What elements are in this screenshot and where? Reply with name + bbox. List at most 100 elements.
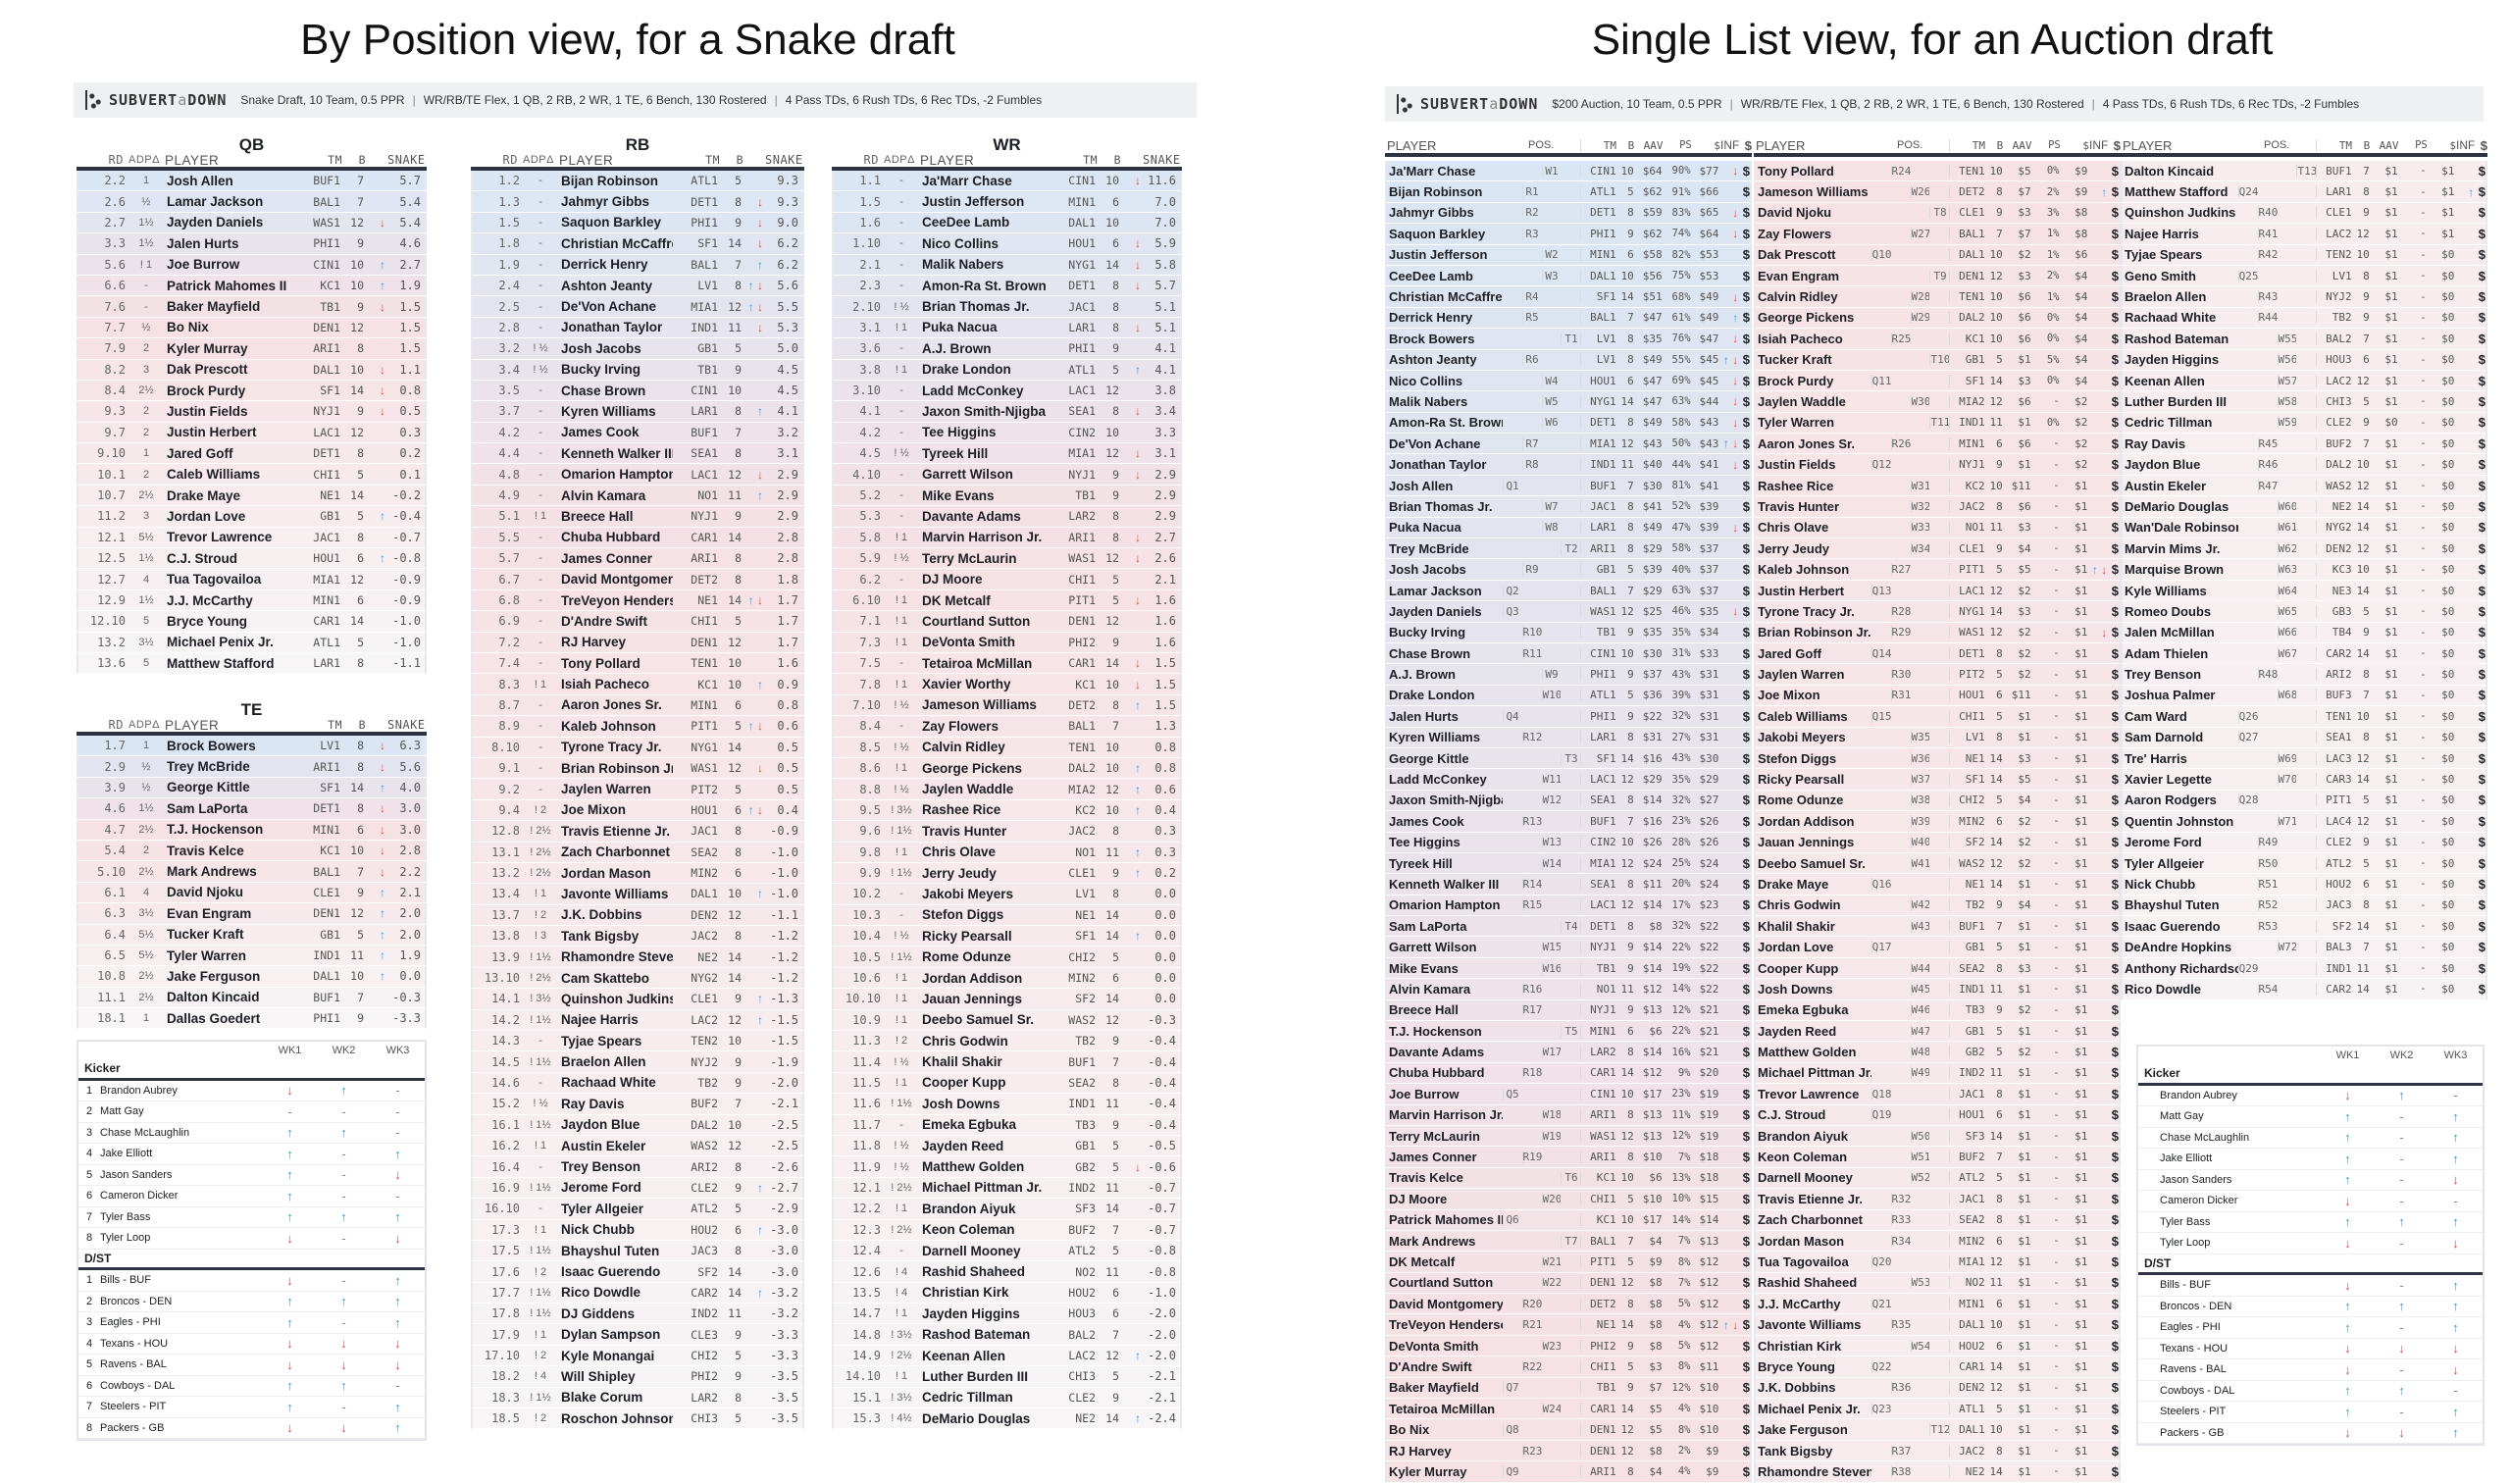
dollar-icon[interactable]: $ bbox=[1742, 897, 1750, 913]
team-or-kicker-name[interactable]: Cameron Dicker bbox=[100, 1190, 179, 1203]
weekly-row[interactable]: Chase McLaughlin ↑ - ↑ bbox=[2138, 1128, 2483, 1149]
player-row[interactable]: 8.7- Aaron Jones Sr. MIN1 6 0.8 bbox=[471, 694, 804, 717]
auction-player-row[interactable]: Jauan Jennings W40 SF2 14 $2- $1 $ bbox=[1754, 832, 2121, 853]
header-snake[interactable]: SNAKE bbox=[387, 153, 426, 167]
player-name[interactable]: Tee Higgins bbox=[922, 425, 997, 440]
player-row[interactable]: 11.6! 1½ Josh Downs IND1 11 -0.4 bbox=[832, 1094, 1182, 1115]
player-name[interactable]: James Cook bbox=[1389, 813, 1464, 829]
header-infl[interactable]: INFL bbox=[2456, 138, 2476, 152]
player-row[interactable]: 13.6 5 Matthew Stafford LAR1 8 -1.1 bbox=[77, 652, 427, 675]
team-or-kicker-name[interactable]: Chase McLaughlin bbox=[100, 1126, 190, 1139]
dollar-icon[interactable]: $ bbox=[1742, 688, 1750, 703]
auction-player-row[interactable]: J.J. McCarthy Q21 MIN1 6 $1- $1 $ bbox=[1754, 1294, 2121, 1315]
player-name[interactable]: Ricky Pearsall bbox=[922, 928, 1012, 944]
header-player[interactable]: PLAYER bbox=[920, 152, 975, 168]
player-name[interactable]: Bijan Robinson bbox=[1389, 184, 1483, 200]
dollar-icon[interactable]: $ bbox=[2478, 688, 2485, 703]
player-name[interactable]: Bucky Irving bbox=[1389, 625, 1466, 640]
auction-player-row[interactable]: Kyler Murray Q9 ARI1 8 $4 4% $9 $ bbox=[1385, 1461, 1752, 1483]
dollar-icon[interactable]: $ bbox=[2478, 520, 2485, 536]
player-row[interactable]: 13.2 3½ Michael Penix Jr. ATL1 5 -1.0 bbox=[77, 632, 427, 653]
player-name[interactable]: De'Von Achane bbox=[1389, 435, 1481, 451]
dollar-icon[interactable]: $ bbox=[2478, 708, 2485, 724]
header-dollar[interactable]: $ bbox=[2113, 137, 2121, 153]
weekly-row[interactable]: Texans - HOU ↓ ↓ ↓ bbox=[2138, 1339, 2483, 1359]
auction-player-row[interactable]: Justin Fields Q12 NYJ1 9 $1- $2 $ bbox=[1754, 454, 2121, 476]
player-row[interactable]: 6.1 4 David Njoku CLE1 9 ↑ 2.1 bbox=[77, 882, 427, 904]
dollar-icon[interactable]: $ bbox=[1742, 645, 1750, 661]
player-name[interactable]: Jordan Addison bbox=[922, 970, 1023, 986]
auction-player-row[interactable]: Cedric Tillman W59 CLE2 9 $0- $0 $ bbox=[2121, 412, 2487, 435]
dollar-icon[interactable]: $ bbox=[2111, 1338, 2119, 1354]
weekly-row[interactable]: Steelers - PIT ↑ - ↑ bbox=[2138, 1402, 2483, 1423]
dollar-icon[interactable]: $ bbox=[2478, 415, 2485, 431]
dollar-icon[interactable]: $ bbox=[2478, 960, 2485, 976]
dollar-icon[interactable]: $ bbox=[2478, 562, 2485, 578]
player-name[interactable]: Rashod Bateman bbox=[922, 1327, 1031, 1343]
team-or-kicker-name[interactable]: Tyler Bass bbox=[100, 1210, 151, 1223]
player-row[interactable]: 16.9! 1½ Jerome Ford CLE2 9 ↑ -2.7 bbox=[471, 1177, 804, 1200]
player-name[interactable]: Christian Kirk bbox=[922, 1285, 1009, 1301]
player-name[interactable]: James Conner bbox=[1389, 1150, 1477, 1165]
player-name[interactable]: Calvin Ridley bbox=[922, 740, 1005, 755]
player-name[interactable]: Luther Burden III bbox=[2125, 393, 2227, 409]
dollar-icon[interactable]: $ bbox=[1742, 1170, 1750, 1186]
player-name[interactable]: Bucky Irving bbox=[561, 362, 641, 378]
player-row[interactable]: 11.1 2½ Dalton Kincaid BUF1 7 -0.3 bbox=[77, 987, 427, 1009]
dollar-icon[interactable]: $ bbox=[2111, 1358, 2119, 1374]
player-name[interactable]: Dalton Kincaid bbox=[167, 990, 260, 1005]
player-name[interactable]: Tua Tagovailoa bbox=[167, 572, 262, 588]
player-row[interactable]: 6.5 5½ Tyler Warren IND1 11 ↑ 1.9 bbox=[77, 945, 427, 967]
auction-player-row[interactable]: Travis Etienne Jr. R32 JAC1 8 $1- $1 $ bbox=[1754, 1189, 2121, 1210]
player-name[interactable]: Terry McLaurin bbox=[1389, 1128, 1480, 1144]
auction-player-row[interactable]: Tetairoa McMillan W24 CAR1 14 $5 4% $10 $ bbox=[1385, 1399, 1752, 1420]
player-name[interactable]: Chase Brown bbox=[561, 383, 646, 398]
player-name[interactable]: Rashod Bateman bbox=[2125, 331, 2229, 346]
player-row[interactable]: 1.1- Ja'Marr Chase CIN1 10 ↓ 11.6 bbox=[832, 171, 1182, 192]
player-name[interactable]: Jayden Higgins bbox=[2125, 352, 2220, 368]
dollar-icon[interactable]: $ bbox=[1742, 940, 1750, 955]
player-name[interactable]: Xavier Legette bbox=[2125, 772, 2212, 788]
dollar-icon[interactable]: $ bbox=[2478, 457, 2485, 473]
player-name[interactable]: Zay Flowers bbox=[922, 718, 999, 734]
dollar-icon[interactable]: $ bbox=[2478, 310, 2485, 326]
dollar-icon[interactable]: $ bbox=[2111, 1254, 2119, 1269]
player-name[interactable]: Emeka Egbuka bbox=[922, 1117, 1017, 1133]
player-name[interactable]: Dak Prescott bbox=[1758, 247, 1836, 263]
dollar-icon[interactable]: $ bbox=[1742, 205, 1750, 221]
weekly-row[interactable]: 2 Matt Gay - - - bbox=[78, 1101, 425, 1123]
player-name[interactable]: Alvin Kamara bbox=[561, 487, 646, 503]
player-row[interactable]: 12.8! 2½ Travis Etienne Jr. JAC1 8 -0.9 bbox=[471, 821, 804, 843]
dollar-icon[interactable]: $ bbox=[2111, 1191, 2119, 1206]
player-name[interactable]: Brian Robinson Jr. bbox=[1758, 625, 1871, 640]
auction-player-row[interactable]: Brian Thomas Jr. W7 JAC1 8 $41 52% $39 $ bbox=[1385, 496, 1752, 518]
player-name[interactable]: Tyler Warren bbox=[1758, 415, 1835, 431]
team-or-kicker-name[interactable]: Jason Sanders bbox=[2160, 1173, 2232, 1186]
weekly-row[interactable]: 3 Eagles - PHI ↑ - ↑ bbox=[78, 1312, 425, 1334]
player-name[interactable]: Calvin Ridley bbox=[1758, 289, 1838, 305]
dollar-icon[interactable]: $ bbox=[2111, 645, 2119, 661]
player-name[interactable]: TreVeyon Henderson bbox=[1389, 1317, 1503, 1333]
auction-player-row[interactable]: Braelon Allen R43 NYJ2 9 $1- $0 $ bbox=[2121, 286, 2487, 308]
player-row[interactable]: 16.1! 1½ Jaydon Blue DAL2 10 -2.5 bbox=[471, 1114, 804, 1136]
player-name[interactable]: Mark Andrews bbox=[1389, 1233, 1476, 1249]
player-row[interactable]: 5.7- James Conner ARI1 8 2.8 bbox=[471, 548, 804, 570]
player-name[interactable]: Rico Dowdle bbox=[2125, 981, 2202, 997]
header-player[interactable]: PLAYER bbox=[559, 152, 614, 168]
auction-player-row[interactable]: Dalton Kincaid T13 BUF1 7 $1- $1 $ bbox=[2121, 161, 2487, 182]
weekly-row[interactable]: 4 Jake Elliott ↑ - ↑ bbox=[78, 1144, 425, 1165]
auction-player-row[interactable]: Calvin Ridley W28 TEN1 10 $6 1% $4 $ bbox=[1754, 286, 2121, 308]
header-ps[interactable]: PS bbox=[2048, 139, 2061, 151]
player-row[interactable]: 3.5- Chase Brown CIN1 10 4.5 bbox=[471, 380, 804, 402]
player-name[interactable]: Ricky Pearsall bbox=[1758, 772, 1845, 788]
header-tm[interactable]: TM bbox=[705, 153, 720, 167]
header-bye[interactable]: B bbox=[2363, 138, 2371, 152]
player-name[interactable]: Brandon Aiyuk bbox=[922, 1201, 1016, 1216]
dollar-icon[interactable]: $ bbox=[2111, 835, 2119, 850]
player-name[interactable]: Patrick Mahomes II bbox=[1389, 1212, 1503, 1228]
header-dollar[interactable]: $ bbox=[1744, 137, 1752, 153]
player-name[interactable]: Ashton Jeanty bbox=[1389, 352, 1477, 368]
dollar-icon[interactable]: $ bbox=[1742, 1275, 1750, 1291]
player-row[interactable]: 9.4! 2 Joe Mixon HOU1 6 ↑ ↓ 0.4 bbox=[471, 799, 804, 822]
player-row[interactable]: 10.9! 1 Deebo Samuel Sr. WAS2 12 -0.3 bbox=[832, 1009, 1182, 1032]
